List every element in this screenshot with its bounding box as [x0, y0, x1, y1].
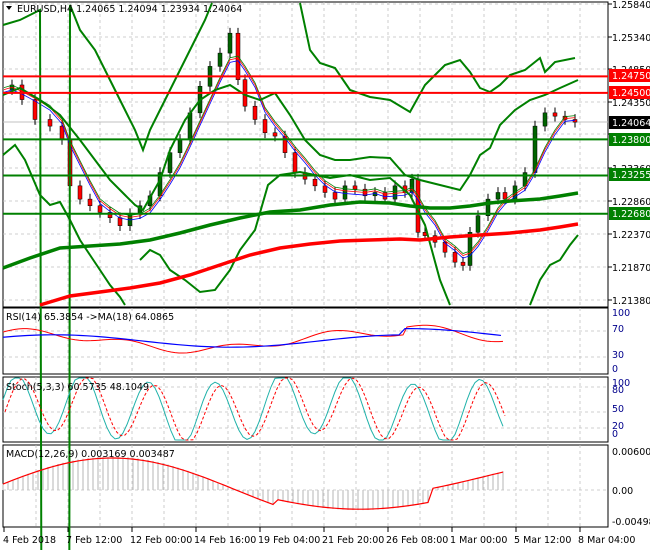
time-tick: 1 Mar 00:00	[450, 535, 507, 546]
candle	[77, 185, 83, 200]
macd-tick: 0.006004	[612, 447, 650, 458]
candle	[342, 185, 348, 200]
current-price-tag	[609, 116, 650, 129]
stoch-tick: 50	[612, 404, 624, 415]
time-tick: 8 Mar 04:00	[578, 535, 635, 546]
candle	[262, 119, 268, 134]
macd-pane[interactable]	[2, 456, 504, 511]
price-tick: 1.21870	[612, 263, 650, 274]
candle	[282, 135, 288, 153]
time-tick: 4 Feb 2018	[3, 535, 56, 546]
stoch-tick: 80	[612, 385, 624, 396]
candle	[87, 198, 93, 207]
level-tag-resistance	[609, 69, 650, 82]
price-tick: 1.22370	[612, 230, 650, 241]
rsi-axis: 100 70 30 0	[612, 308, 630, 375]
stoch-pane[interactable]	[2, 377, 506, 441]
candle	[322, 185, 328, 193]
level-tag-resistance	[609, 86, 650, 99]
candle	[227, 32, 233, 54]
macd-axis: 0.006004 0.00 -0.004985	[612, 447, 650, 528]
stoch-tick: 0	[612, 429, 618, 440]
candle	[177, 139, 183, 153]
macd-tick: -0.004985	[612, 517, 650, 528]
candle	[475, 215, 481, 233]
level-tag-text: 1.24500	[612, 88, 650, 99]
stoch-tick: 20	[612, 421, 624, 432]
candle	[562, 115, 568, 120]
stoch-label: Stoch(5,3,3) 60.5735 48.1049	[6, 382, 149, 393]
rsi-pane[interactable]	[2, 324, 504, 354]
price-plot[interactable]	[2, 2, 608, 554]
candle	[217, 52, 223, 67]
macd-label: MACD(12,26,9) 0.003169 0.003487	[6, 449, 175, 460]
candle	[32, 99, 38, 120]
chart-title: EURUSD,H4 1.24065 1.24094 1.23934 1.2406…	[17, 4, 242, 15]
grid-lines	[3, 2, 608, 527]
candle	[452, 251, 458, 263]
rsi-label: RSI(14) 65.3854 ->MA(18) 64.0865	[6, 312, 174, 323]
price-tick: 1.24350	[612, 98, 650, 109]
price-tick: 1.22860	[612, 197, 650, 208]
candle	[495, 192, 501, 200]
candle	[352, 185, 358, 190]
candle	[312, 178, 318, 187]
candle	[47, 119, 53, 127]
time-tick: 19 Feb 04:00	[258, 535, 320, 546]
time-tick: 14 Feb 16:00	[194, 535, 256, 546]
time-tick: 7 Feb 12:00	[66, 535, 122, 546]
candle	[552, 112, 558, 117]
macd-tick: 0.00	[612, 486, 633, 497]
time-tick: 12 Feb 00:00	[130, 535, 192, 546]
level-tag-support	[609, 168, 650, 181]
price-axis[interactable]: 1.25840 1.25340 1.24850 1.24350 1.23360 …	[609, 0, 650, 307]
price-tick: 1.25340	[612, 33, 650, 44]
candle	[392, 185, 398, 200]
triangle-down-icon[interactable]	[6, 6, 12, 10]
level-tag-text: 1.23800	[612, 135, 650, 146]
time-tick: 26 Feb 08:00	[386, 535, 448, 546]
time-tick: 5 Mar 12:00	[514, 535, 571, 546]
price-tick: 1.21380	[612, 296, 650, 307]
candle	[532, 125, 538, 173]
rsi-tick: 100	[612, 308, 630, 319]
level-tag-text: 1.22680	[612, 209, 650, 220]
candle	[107, 212, 113, 218]
current-price-text: 1.24064	[612, 118, 650, 129]
rsi-tick: 70	[612, 324, 624, 335]
candle	[485, 198, 491, 216]
level-tag-text: 1.24750	[612, 71, 650, 82]
rsi-tick: 30	[612, 350, 624, 361]
candle	[117, 217, 123, 226]
stoch-axis: 100 80 50 20 0	[612, 378, 630, 440]
rsi-tick: 0	[612, 364, 618, 375]
level-tag-support	[609, 207, 650, 220]
price-tick: 1.25840	[612, 0, 650, 11]
candle	[542, 112, 548, 127]
stoch-tick: 100	[612, 378, 630, 389]
candle	[292, 152, 298, 173]
time-axis[interactable]: 4 Feb 2018 7 Feb 12:00 12 Feb 00:00 14 F…	[3, 535, 635, 546]
candle	[442, 242, 448, 253]
candle	[252, 105, 258, 120]
candle	[460, 261, 466, 266]
candle	[97, 205, 103, 213]
candle	[332, 192, 338, 200]
candle	[272, 132, 278, 137]
time-tick: 21 Feb 20:00	[322, 535, 384, 546]
level-tag-text: 1.23255	[612, 170, 650, 181]
level-tag-support	[609, 133, 650, 146]
